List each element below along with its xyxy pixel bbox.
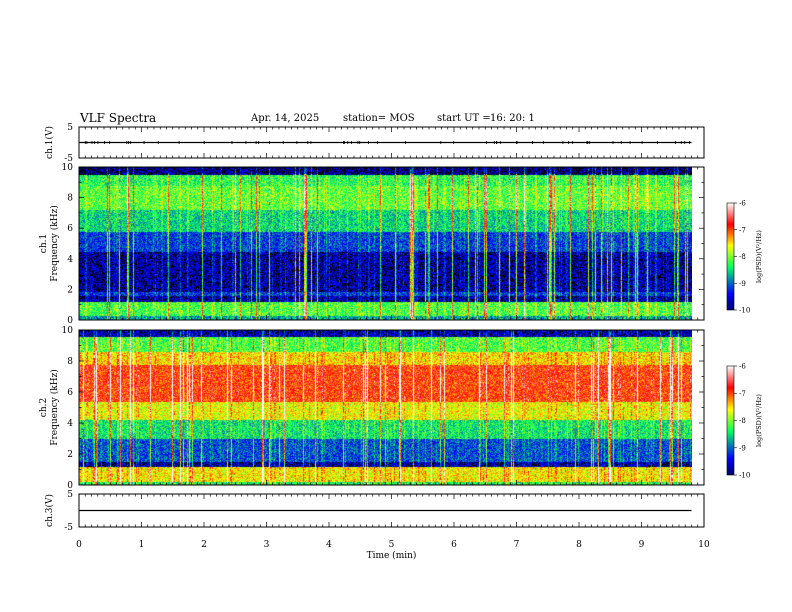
start-ut-value: 16: 20: 1: [490, 113, 535, 124]
y-tick-label: 8: [67, 194, 73, 204]
y-tick-label: -5: [64, 523, 73, 533]
y-tick-label: 6: [67, 388, 73, 398]
y-tick-label: 2: [67, 450, 73, 460]
y-tick-label: 4: [67, 419, 73, 429]
colorbar-tick-label: -7: [739, 390, 746, 398]
x-tick-label: 9: [639, 540, 645, 550]
colorbar-tick-label: -6: [739, 363, 746, 371]
y-tick-label: 8: [67, 357, 73, 367]
y-axis-label: ch.3(V): [44, 494, 55, 527]
y-tick-label: 5: [67, 123, 73, 133]
y-tick-label: -5: [64, 154, 73, 164]
x-tick-label: 2: [201, 540, 207, 550]
x-tick-label: 0: [76, 540, 82, 550]
y-tick-label: 0: [67, 316, 73, 326]
y-tick-label: 5: [67, 490, 73, 500]
x-tick-label: 7: [514, 540, 520, 550]
x-tick-label: 4: [326, 540, 332, 550]
colorbar-tick-label: -8: [739, 253, 746, 261]
y-tick-label: 4: [67, 255, 73, 265]
colorbar: [726, 365, 735, 476]
colorbar-tick-label: -10: [739, 307, 750, 315]
spectrogram-image: [79, 330, 692, 485]
x-tick-label: 5: [389, 540, 395, 550]
y-tick-label: 6: [67, 224, 73, 234]
station-label: station= MOS: [343, 113, 415, 124]
colorbar-label: log(PSD)(V²/Hz): [755, 230, 763, 283]
date-label: Apr. 14, 2025: [251, 113, 320, 124]
colorbar: [726, 202, 735, 311]
y-tick-label: 10: [62, 163, 74, 173]
y-axis-label: ch.1(V): [44, 126, 55, 159]
x-tick-label: 3: [264, 540, 270, 550]
channel-label: ch.1: [39, 234, 49, 253]
colorbar-label: log(PSD)(V²/Hz): [755, 394, 763, 447]
colorbar-tick-label: -9: [739, 444, 746, 452]
y-tick-label: 10: [62, 326, 74, 336]
start-ut-label: start UT =: [437, 113, 491, 124]
channel-label: ch.2: [39, 398, 49, 417]
x-tick-label: 6: [451, 540, 457, 550]
x-tick-label: 10: [698, 540, 710, 550]
colorbar-tick-label: -9: [739, 280, 746, 288]
colorbar-tick-label: -8: [739, 417, 746, 425]
y-axis-label: Frequency (kHz): [49, 369, 60, 446]
colorbar-tick-label: -10: [739, 472, 750, 480]
spectrogram-image: [79, 167, 692, 320]
x-axis-label: Time (min): [367, 550, 417, 561]
y-tick-label: 2: [67, 285, 73, 295]
colorbar-tick-label: -6: [739, 200, 746, 208]
x-tick-label: 8: [576, 540, 582, 550]
colorbar-tick-label: -7: [739, 226, 746, 234]
y-axis-label: Frequency (kHz): [49, 205, 60, 282]
x-tick-label: 1: [139, 540, 145, 550]
y-tick-label: 0: [67, 481, 73, 491]
chart-title: VLF Spectra: [80, 111, 157, 125]
